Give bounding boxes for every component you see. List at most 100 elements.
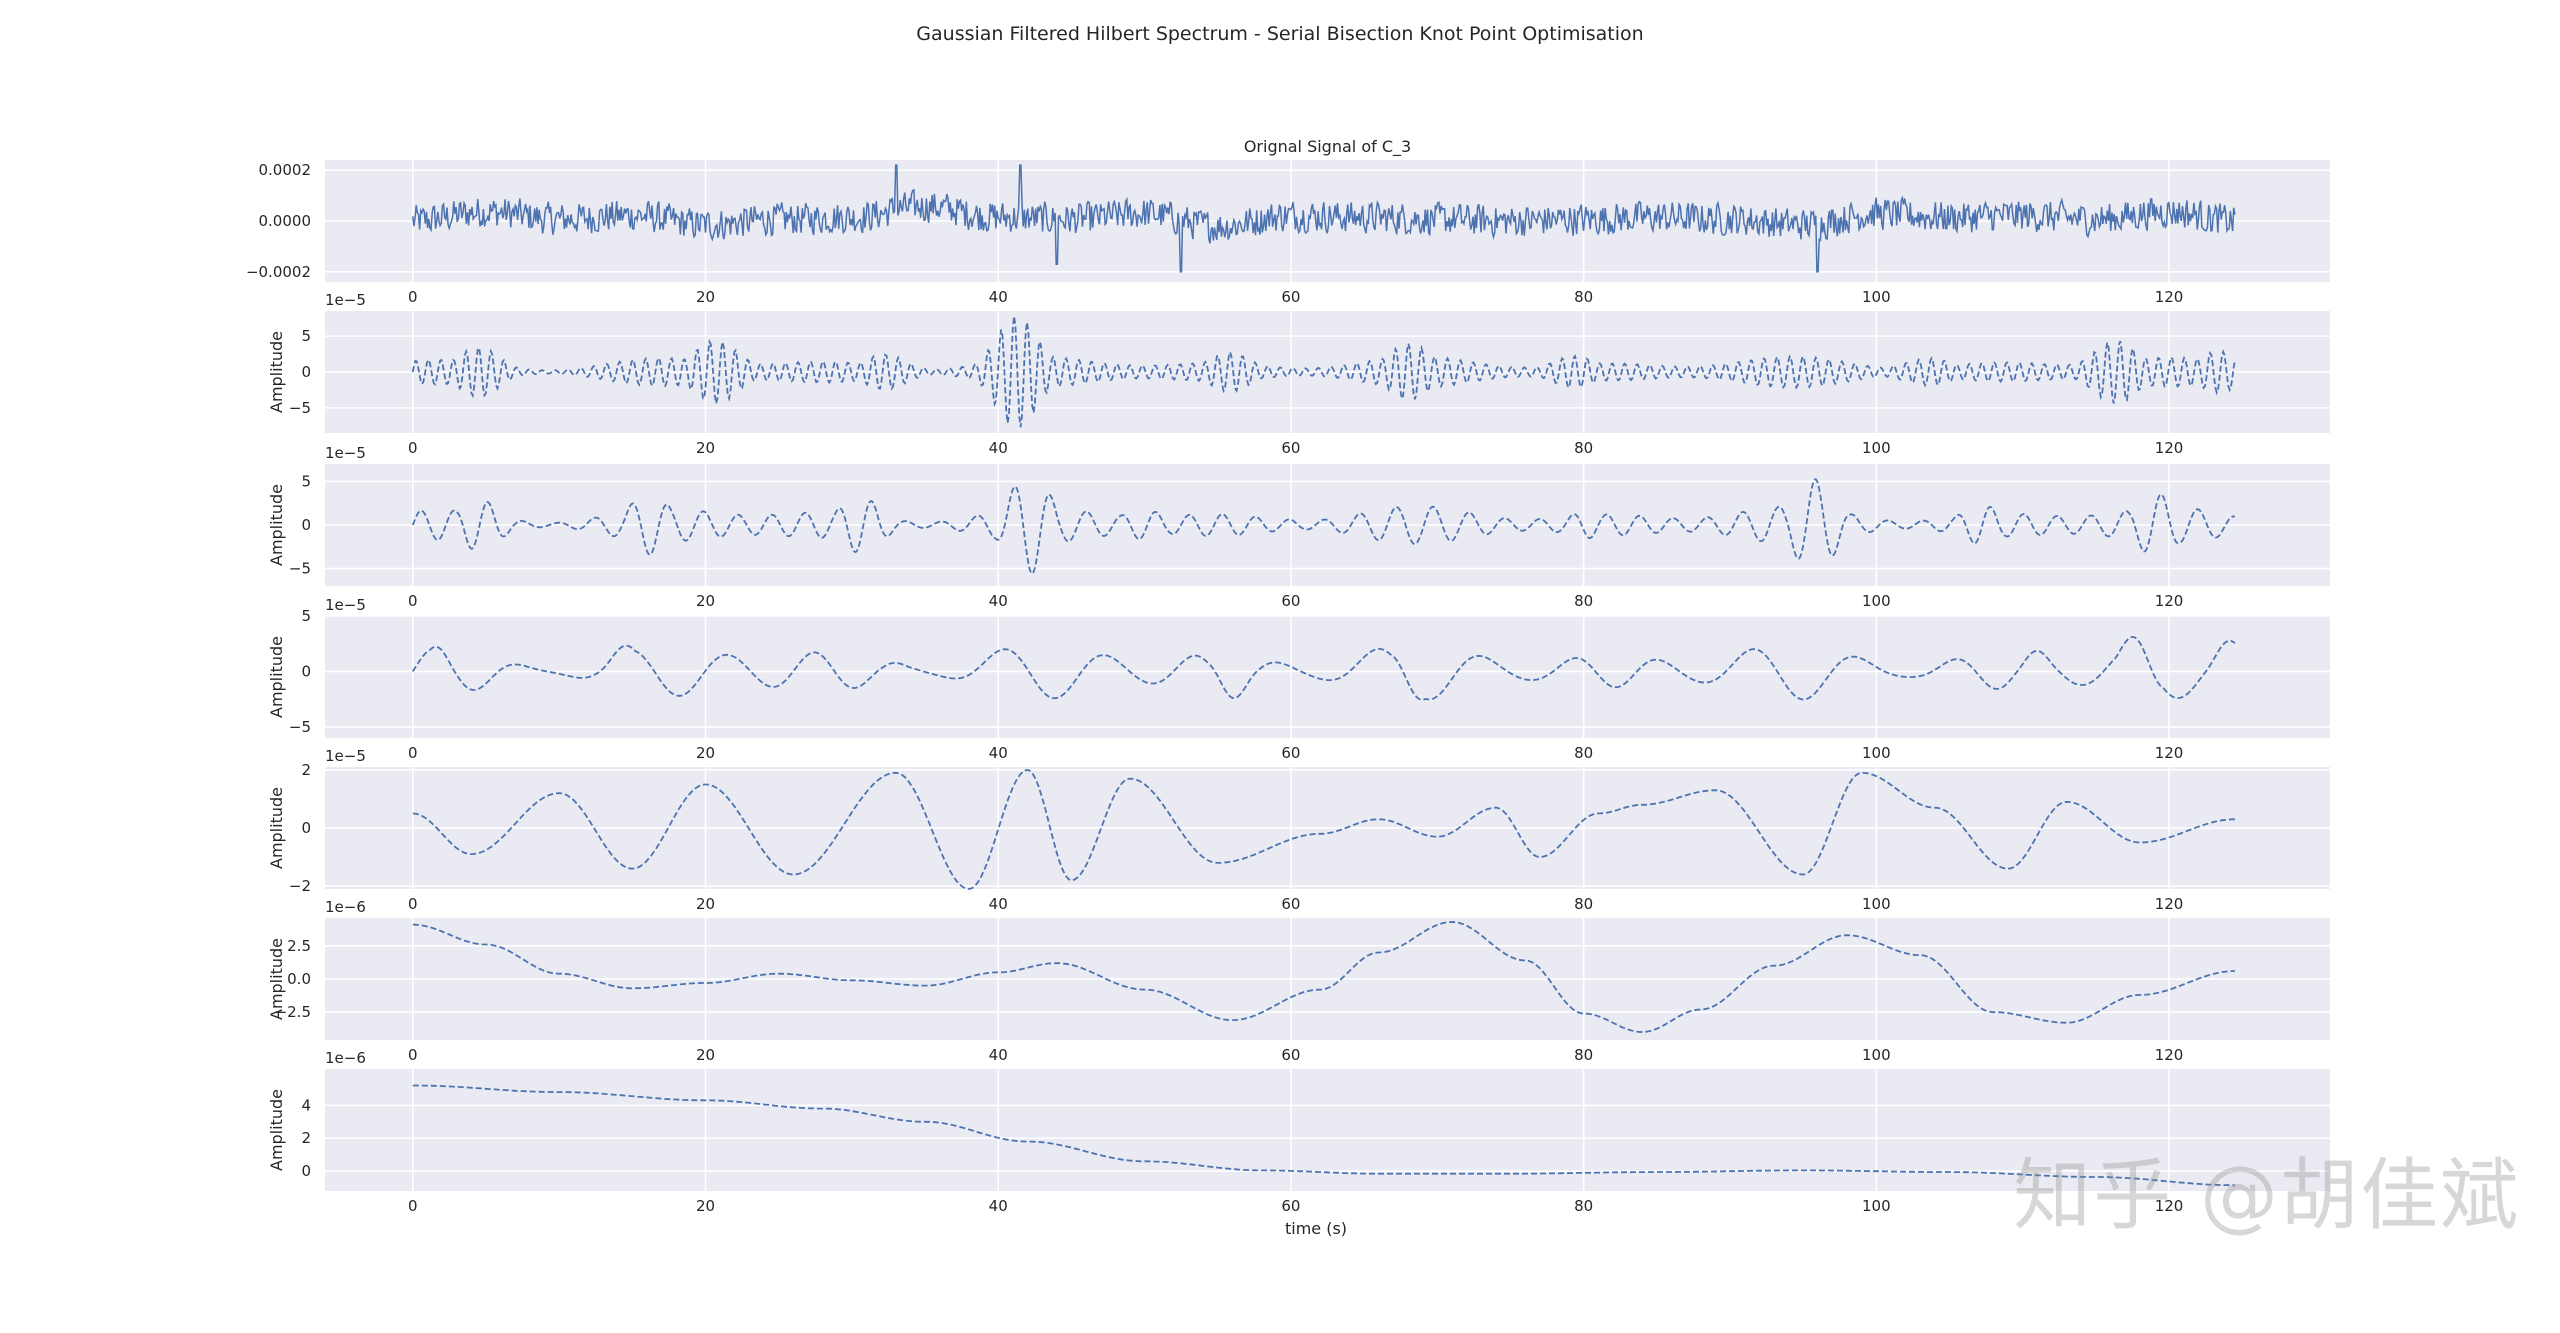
x-tick-label: 0 [408,439,418,457]
y-tick-label: 2 [301,761,311,779]
y-tick-label: 0 [301,662,311,680]
y-tick-label: 0 [301,1162,311,1180]
y-tick-label: 0.0 [287,970,311,988]
x-tick-label: 100 [1862,439,1891,457]
x-tick-label: 60 [1281,1046,1300,1064]
x-tick-label: 0 [408,1197,418,1215]
y-tick-label: 0.0002 [259,161,312,179]
x-tick-label: 80 [1574,1046,1593,1064]
x-tick-label: 40 [989,288,1008,306]
x-tick-label: 0 [408,1046,418,1064]
x-tick-label: 120 [2155,288,2184,306]
x-axis-label: time (s) [1285,1219,1347,1238]
x-tick-label: 40 [989,1197,1008,1215]
x-tick-label: 80 [1574,288,1593,306]
x-tick-label: 120 [2155,744,2184,762]
x-tick-label: 40 [989,439,1008,457]
x-tick-label: 100 [1862,288,1891,306]
y-offset-text: 1e−5 [325,444,366,462]
series-line [411,316,2236,428]
panel-1: 0 20 40 60 80 100 120 −0.0002 0.0000 0.0002 Origna… [246,137,2330,306]
watermark-text: 知乎 @胡佳斌 [2013,1151,2520,1241]
y-tick-label: 2.5 [287,937,311,955]
series-line [412,164,2236,273]
y-tick-label: 5 [301,607,311,625]
x-tick-label: 40 [989,1046,1008,1064]
panel-5: 0 20 40 60 80 100 120 −2 0 2 1e−5 Amplitude [267,747,2330,913]
y-axis-label: Amplitude [267,1089,286,1171]
y-offset-text: 1e−5 [325,291,366,309]
y-tick-label: −2 [289,877,311,895]
x-tick-label: 20 [696,895,715,913]
x-tick-label: 20 [696,1197,715,1215]
x-tick-label: 100 [1862,1197,1891,1215]
x-tick-label: 0 [408,288,418,306]
x-tick-label: 20 [696,439,715,457]
y-tick-label: −5 [289,399,311,417]
x-tick-label: 60 [1281,895,1300,913]
y-axis-label: Amplitude [267,636,286,718]
series-line [412,921,2235,1033]
y-axis-label: Amplitude [267,331,286,413]
y-tick-label: 2 [301,1129,311,1147]
y-axis-label: Amplitude [267,938,286,1020]
x-tick-label: 100 [1862,1046,1891,1064]
x-tick-label: 60 [1281,744,1300,762]
series-line [411,478,2235,575]
x-tick-label: 100 [1862,895,1891,913]
x-tick-label: 40 [989,744,1008,762]
series-line [412,769,2235,890]
y-offset-text: 1e−5 [325,747,366,765]
x-tick-label: 100 [1862,592,1891,610]
panel-4: 0 20 40 60 80 100 120 −5 0 5 1e−5 Amplitude [267,596,2330,762]
panel-2: 0 20 40 60 80 100 120 −5 0 5 1e−5 Amplitude [267,291,2330,457]
y-offset-text: 1e−5 [325,596,366,614]
panels-group: 0 20 40 60 80 100 120−0.00020.00000.0002Origna… [246,137,2330,1215]
x-tick-label: 0 [408,744,418,762]
x-tick-label: 20 [696,1046,715,1064]
y-tick-label: 0 [301,363,311,381]
y-axis-label: Amplitude [267,787,286,869]
y-tick-label: −2.5 [275,1003,311,1021]
panel-title: Orignal Signal of C_3 [1244,137,1411,157]
figure-title: Gaussian Filtered Hilbert Spectrum - Ser… [916,23,1643,45]
x-tick-label: 120 [2155,439,2184,457]
x-tick-label: 0 [408,592,418,610]
x-tick-label: 80 [1574,439,1593,457]
x-tick-label: 20 [696,744,715,762]
y-tick-label: −0.0002 [246,263,311,281]
y-tick-label: 0.0000 [259,212,312,230]
panel-6: 0 20 40 60 80 100 120 −2.5 0.0 2.5 1e−6 Amplitude [267,898,2330,1064]
y-tick-label: −5 [289,560,311,578]
x-tick-label: 120 [2155,895,2184,913]
x-tick-label: 60 [1281,288,1300,306]
x-tick-label: 20 [696,288,715,306]
y-tick-label: 5 [301,327,311,345]
x-tick-label: 20 [696,592,715,610]
panel-7: 0 20 40 60 80 100 120 0 2 4 1e−6 Amplitude [267,1049,2330,1215]
x-tick-label: 0 [408,895,418,913]
y-axis-label: Amplitude [267,484,286,566]
y-tick-label: 4 [301,1096,311,1114]
y-tick-label: 0 [301,819,311,837]
panel-3: 0 20 40 60 80 100 120 −5 0 5 1e−5 Amplitude [267,444,2330,610]
y-offset-text: 1e−6 [325,898,366,916]
x-tick-label: 60 [1281,1197,1300,1215]
y-tick-label: 0 [301,516,311,534]
x-tick-label: 120 [2155,1046,2184,1064]
x-tick-label: 100 [1862,744,1891,762]
x-tick-label: 60 [1281,592,1300,610]
y-offset-text: 1e−6 [325,1049,366,1067]
x-tick-label: 80 [1574,895,1593,913]
series-line [412,1084,2235,1187]
series-line [412,636,2236,701]
y-tick-label: −5 [289,718,311,736]
x-tick-label: 120 [2155,1197,2184,1215]
x-tick-label: 40 [989,592,1008,610]
x-tick-label: 80 [1574,744,1593,762]
x-tick-label: 40 [989,895,1008,913]
x-tick-label: 80 [1574,592,1593,610]
x-tick-label: 60 [1281,439,1300,457]
x-tick-label: 120 [2155,592,2184,610]
